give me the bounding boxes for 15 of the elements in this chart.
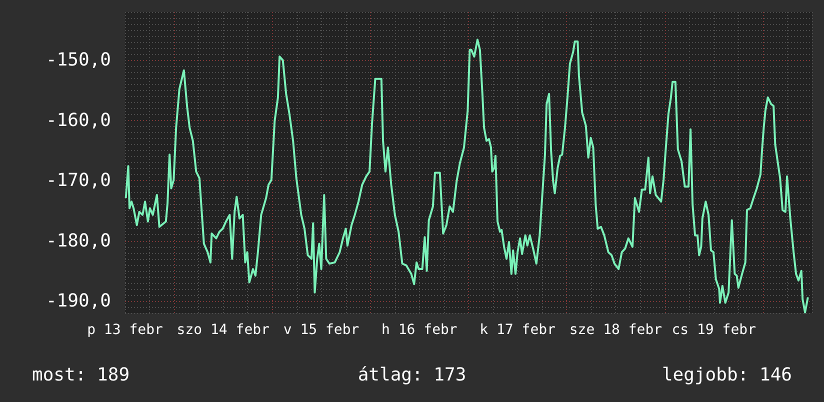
y-tick-label: -190,0 (46, 290, 111, 312)
x-tick-label: h 16 febr (382, 322, 458, 338)
x-tick-label: sze 18 febr (569, 322, 662, 338)
text: most: 189 (32, 364, 130, 386)
x-tick-label: v 15 febr (283, 322, 360, 338)
x-tick-label: szo 14 febr (176, 322, 270, 338)
y-tick-label: -150,0 (46, 50, 111, 71)
x-tick-label: cs 19 febr (672, 322, 756, 338)
text: átlag: 173 (358, 364, 466, 386)
y-tick-label: -160,0 (46, 110, 111, 131)
y-tick-label: -170,0 (46, 170, 111, 192)
x-tick-label: p 13 febr (87, 322, 163, 338)
y-tick-label: -180,0 (46, 230, 111, 252)
text: legjobb: 146 (662, 364, 792, 386)
x-tick-label: k 17 febr (480, 322, 556, 338)
